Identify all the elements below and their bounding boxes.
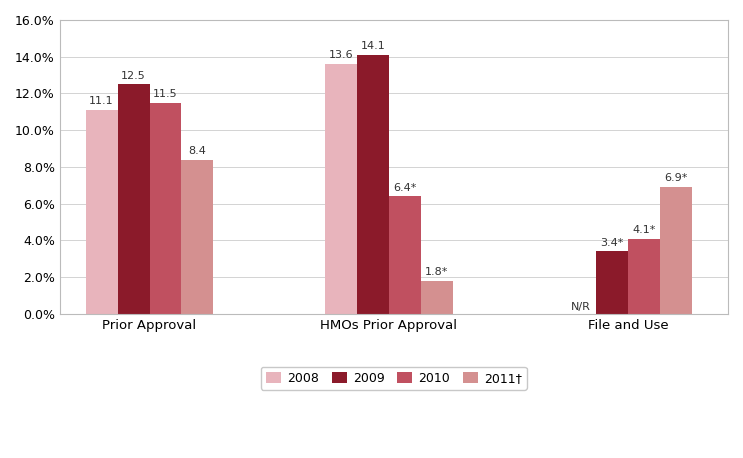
Text: 4.1*: 4.1* bbox=[632, 225, 656, 235]
Bar bbox=[357, 55, 389, 314]
Bar bbox=[181, 159, 213, 314]
Text: 1.8*: 1.8* bbox=[425, 267, 449, 277]
Text: 11.5: 11.5 bbox=[153, 89, 178, 99]
Bar bbox=[117, 84, 149, 314]
Bar bbox=[85, 110, 117, 314]
Bar bbox=[421, 281, 452, 314]
Text: 13.6: 13.6 bbox=[328, 50, 354, 60]
Text: 8.4: 8.4 bbox=[189, 146, 207, 156]
Text: 14.1: 14.1 bbox=[360, 41, 386, 51]
Bar bbox=[149, 103, 181, 314]
Bar bbox=[661, 187, 692, 314]
Bar bbox=[325, 64, 357, 314]
Text: 3.4*: 3.4* bbox=[600, 238, 624, 248]
Bar bbox=[629, 239, 661, 314]
Bar bbox=[389, 196, 421, 314]
Text: N/R: N/R bbox=[571, 302, 591, 312]
Text: 11.1: 11.1 bbox=[89, 96, 114, 106]
Text: 12.5: 12.5 bbox=[121, 71, 146, 81]
Legend: 2008, 2009, 2010, 2011†: 2008, 2009, 2010, 2011† bbox=[261, 367, 527, 390]
Text: 6.4*: 6.4* bbox=[393, 183, 417, 193]
Text: 6.9*: 6.9* bbox=[664, 174, 688, 184]
Bar bbox=[597, 251, 629, 314]
